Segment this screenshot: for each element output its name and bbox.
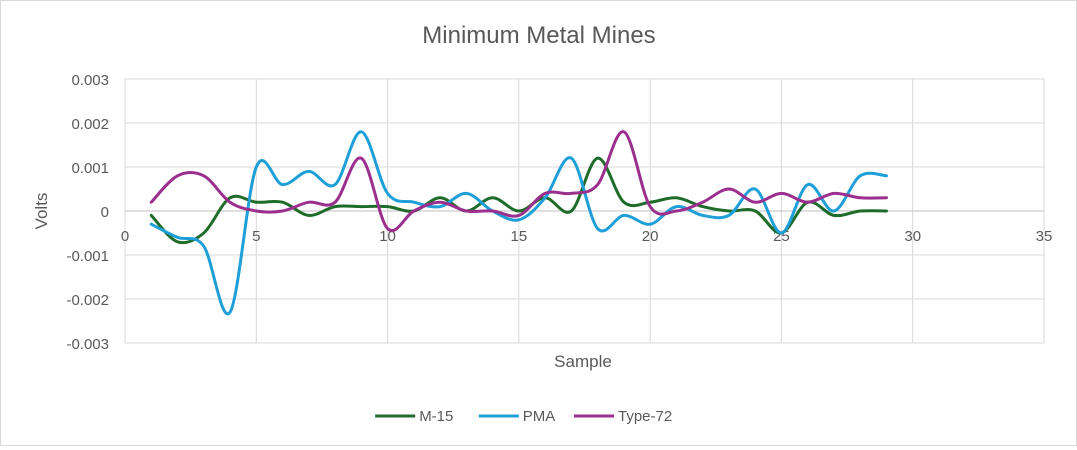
y-axis-label: Volts bbox=[32, 193, 51, 230]
x-tick-label: 35 bbox=[1036, 228, 1053, 245]
x-tick-label: 10 bbox=[379, 228, 396, 245]
axes: 0.003 0.002 0.001 0 -0.001 -0.002 -0.003 0 5 10 15… bbox=[66, 72, 1052, 353]
y-tick-label: -0.001 bbox=[66, 248, 109, 265]
y-tick-label: -0.002 bbox=[66, 292, 109, 309]
legend-label-m-15: M-15 bbox=[419, 408, 453, 425]
series-lines bbox=[149, 130, 888, 316]
series-line-type-72 bbox=[149, 130, 888, 233]
chart-title: Minimum Metal Mines bbox=[422, 22, 655, 49]
y-tick-label: 0.002 bbox=[71, 116, 109, 133]
series-line-pma bbox=[149, 130, 888, 316]
y-tick-label: -0.003 bbox=[66, 336, 109, 353]
series-line-m-15 bbox=[149, 156, 888, 245]
x-tick-label: 15 bbox=[511, 228, 528, 245]
legend-label-pma: PMA bbox=[523, 408, 556, 425]
legend: M-15 PMA Type-72 bbox=[375, 408, 672, 425]
y-tick-label: 0.001 bbox=[71, 160, 109, 177]
x-tick-label: 30 bbox=[904, 228, 921, 245]
x-tick-label: 20 bbox=[642, 228, 659, 245]
x-axis-label: Sample bbox=[554, 352, 612, 371]
legend-label-type-72: Type-72 bbox=[618, 408, 672, 425]
x-tick-label: 0 bbox=[121, 228, 129, 245]
y-tick-label: 0.003 bbox=[71, 72, 109, 89]
y-tick-label: 0 bbox=[101, 204, 109, 221]
x-tick-label: 5 bbox=[252, 228, 260, 245]
